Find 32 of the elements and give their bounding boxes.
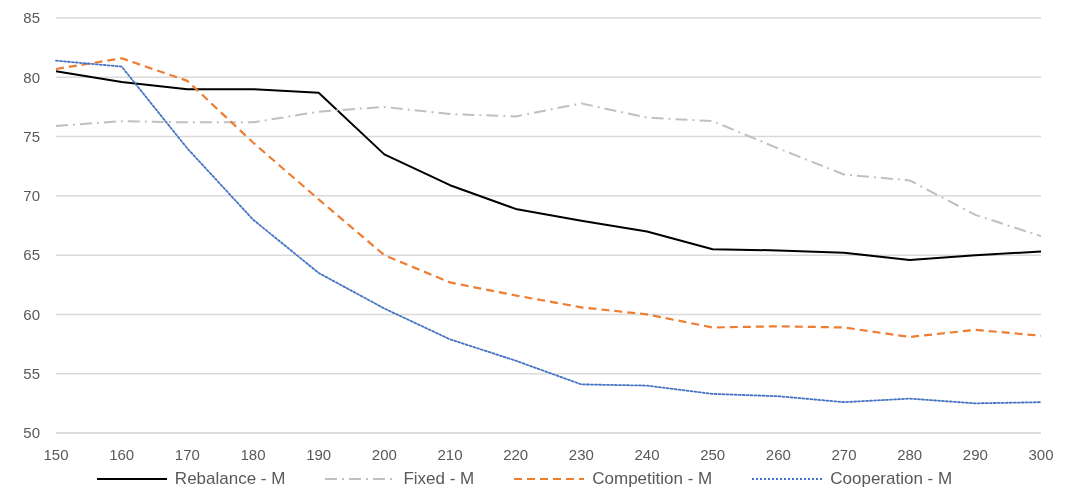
x-tick-label: 250 bbox=[700, 445, 726, 463]
x-tick-label: 240 bbox=[634, 445, 660, 463]
x-tick-label: 280 bbox=[897, 445, 923, 463]
x-tick-label: 170 bbox=[174, 445, 200, 463]
x-tick-label: 200 bbox=[371, 445, 397, 463]
y-tick-label: 80 bbox=[23, 68, 40, 86]
y-tick-label: 60 bbox=[23, 305, 40, 323]
x-tick-label: 260 bbox=[765, 445, 791, 463]
legend-label: Rebalance - M bbox=[174, 469, 286, 489]
x-tick-label: 230 bbox=[568, 445, 594, 463]
line-series bbox=[54, 57, 1043, 339]
line-series bbox=[55, 102, 1042, 238]
x-tick-label: 160 bbox=[109, 445, 135, 463]
y-tick-label: 85 bbox=[23, 9, 40, 27]
y-tick-label: 50 bbox=[23, 424, 40, 442]
y-tick-label: 75 bbox=[23, 127, 40, 145]
legend-label: Cooperation - M bbox=[830, 469, 953, 489]
y-tick-label: 55 bbox=[23, 365, 40, 383]
line-series bbox=[55, 70, 1042, 261]
x-tick-label: 210 bbox=[437, 445, 463, 463]
x-tick-label: 220 bbox=[503, 445, 529, 463]
x-tick-label: 300 bbox=[1028, 445, 1054, 463]
x-tick-label: 190 bbox=[306, 445, 332, 463]
y-tick-label: 70 bbox=[23, 187, 40, 205]
x-tick-label: 150 bbox=[43, 445, 69, 463]
x-tick-label: 270 bbox=[831, 445, 857, 463]
x-tick-label: 180 bbox=[240, 445, 266, 463]
x-tick-label: 290 bbox=[962, 445, 988, 463]
legend-label: Competition - M bbox=[592, 469, 713, 489]
legend-label: Fixed - M bbox=[403, 469, 475, 489]
y-tick-label: 65 bbox=[23, 246, 40, 264]
line-series bbox=[55, 59, 1042, 405]
